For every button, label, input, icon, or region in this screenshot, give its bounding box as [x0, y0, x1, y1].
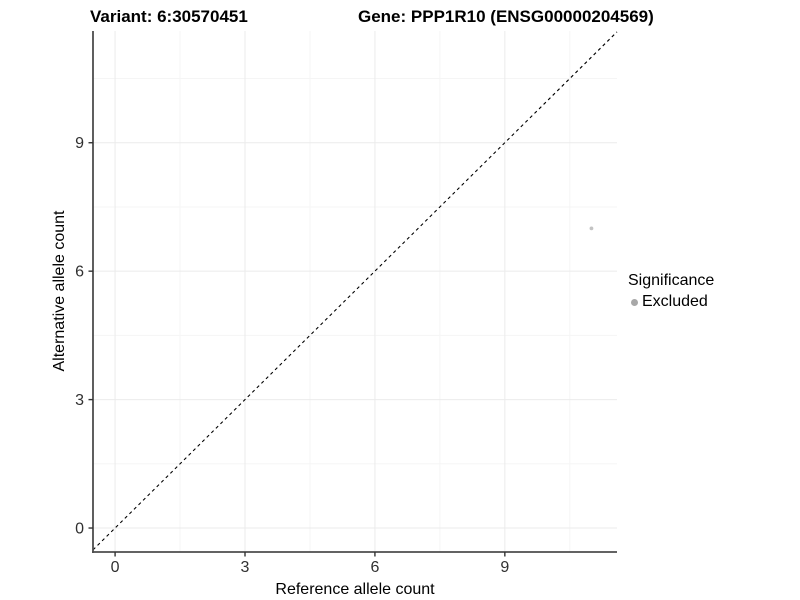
legend-item-label: Excluded [642, 293, 708, 310]
variant-title: Variant: 6:30570451 [90, 7, 248, 26]
legend: Significance Excluded [628, 272, 714, 311]
legend-item-excluded: Excluded [628, 293, 714, 311]
gene-title: Gene: PPP1R10 (ENSG00000204569) [358, 7, 654, 26]
legend-title: Significance [628, 272, 715, 289]
x-tick-label: 3 [241, 559, 250, 576]
x-tick-label: 6 [370, 559, 379, 576]
x-tick-label: 9 [500, 559, 509, 576]
x-axis-title: Reference allele count [275, 581, 435, 598]
data-point [589, 226, 594, 231]
identity-reference-line [92, 31, 618, 551]
y-tick-label: 3 [75, 392, 84, 409]
y-tick-label: 0 [75, 521, 84, 538]
x-tick-label: 0 [111, 559, 120, 576]
excluded-point-icon [631, 298, 638, 306]
y-tick-label: 6 [75, 264, 84, 281]
y-tick-label: 9 [75, 135, 84, 152]
